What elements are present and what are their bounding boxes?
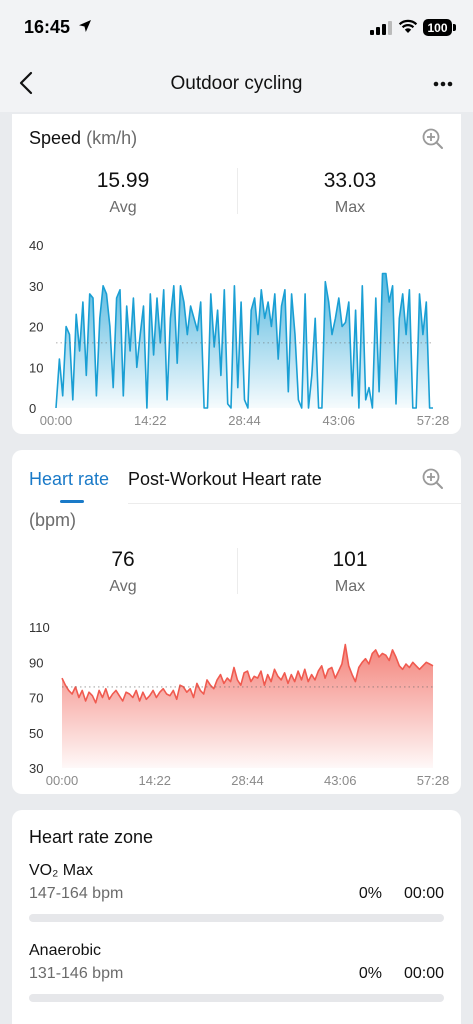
series-line	[55, 272, 433, 409]
y-tick-label: 20	[29, 320, 43, 335]
y-tick-label: 90	[29, 655, 43, 670]
zoom-in-icon[interactable]	[421, 127, 445, 151]
status-time: 16:45	[24, 17, 71, 37]
speed-max-value: 33.03	[323, 169, 377, 192]
tab-active-indicator	[60, 500, 84, 503]
speed-avg-label: Avg	[109, 199, 137, 216]
speed-avg-value: 15.99	[96, 169, 150, 192]
x-tick-label: 14:22	[138, 773, 171, 788]
zone-progress-bar	[29, 994, 444, 1002]
zoom-in-icon[interactable]	[421, 467, 445, 491]
y-tick-label: 50	[29, 726, 43, 741]
series-line	[61, 643, 434, 704]
speed-unit: (km/h)	[86, 128, 138, 148]
status-bar: 16:45 100	[0, 0, 473, 56]
speed-card: Speed (km/h) 15.99 Avg 33.03 Max 0 10 20 30…	[12, 114, 461, 434]
x-tick-label: 00:00	[40, 413, 73, 428]
heart-rate-chart: 30 50 70 90 110 00:00 14:22 28:44 43:06 57:28	[29, 620, 450, 788]
location-arrow-icon	[79, 20, 91, 32]
x-tick-label: 00:00	[46, 773, 79, 788]
y-tick-label: 0	[29, 401, 36, 416]
y-tick-label: 30	[29, 761, 43, 776]
heart-avg-label: Avg	[109, 578, 137, 595]
y-tick-label: 40	[29, 238, 43, 253]
wifi-icon	[398, 19, 418, 33]
zone-time: 00:00	[403, 965, 444, 982]
nav-bar: Outdoor cycling	[0, 56, 473, 112]
battery-cap	[453, 24, 456, 31]
tab-divider	[128, 503, 461, 504]
speed-title-label: Speed	[29, 128, 82, 148]
y-tick-label: 30	[29, 279, 43, 294]
tab-heart-rate[interactable]: Heart rate	[29, 469, 110, 489]
heart-unit: (bpm)	[29, 510, 77, 530]
battery-icon: 100	[423, 19, 452, 36]
x-tick-label: 28:44	[228, 413, 261, 428]
battery-level: 100	[427, 21, 448, 35]
zone-name: Anaerobic	[29, 942, 102, 959]
signal-icon	[370, 21, 392, 35]
speed-title: Speed (km/h)	[29, 128, 137, 149]
zone-name: VO₂ Max	[29, 862, 93, 879]
series-area	[62, 644, 433, 768]
stat-divider	[237, 548, 238, 594]
zone-title: Heart rate zone	[29, 827, 154, 847]
zone-time: 00:00	[403, 885, 444, 902]
y-tick-label: 70	[29, 691, 43, 706]
x-tick-label: 57:28	[417, 413, 450, 428]
x-tick-label: 43:06	[324, 773, 357, 788]
zone-range: 147-164 bpm	[29, 885, 124, 902]
heart-rate-zone-card: Heart rate zone VO₂ Max 147-164 bpm 0% 0…	[12, 810, 461, 1024]
page-title: Outdoor cycling	[170, 73, 303, 94]
x-tick-label: 28:44	[231, 773, 264, 788]
y-tick-label: 110	[29, 620, 50, 635]
stat-divider	[237, 168, 238, 214]
speed-max-label: Max	[334, 199, 366, 216]
back-button[interactable]	[14, 68, 42, 98]
zone-percent: 0%	[358, 965, 382, 982]
y-tick-label: 10	[29, 360, 43, 375]
zone-percent: 0%	[358, 885, 382, 902]
heart-max-value: 101	[332, 548, 368, 571]
zone-range: 131-146 bpm	[29, 965, 124, 982]
x-tick-label: 57:28	[417, 773, 450, 788]
heart-avg-value: 76	[111, 548, 135, 571]
x-tick-label: 14:22	[134, 413, 167, 428]
tab-post-workout-heart-rate[interactable]: Post-Workout Heart rate	[128, 469, 322, 489]
more-options-icon[interactable]	[428, 72, 458, 96]
speed-chart: 0 10 20 30 40 00:00 14:22 28:44 43:06 57:28	[29, 238, 450, 428]
zone-progress-bar	[29, 914, 444, 922]
x-tick-label: 43:06	[322, 413, 355, 428]
heart-rate-card: Heart rate Post-Workout Heart rate (bpm)…	[12, 450, 461, 794]
heart-max-label: Max	[334, 578, 366, 595]
